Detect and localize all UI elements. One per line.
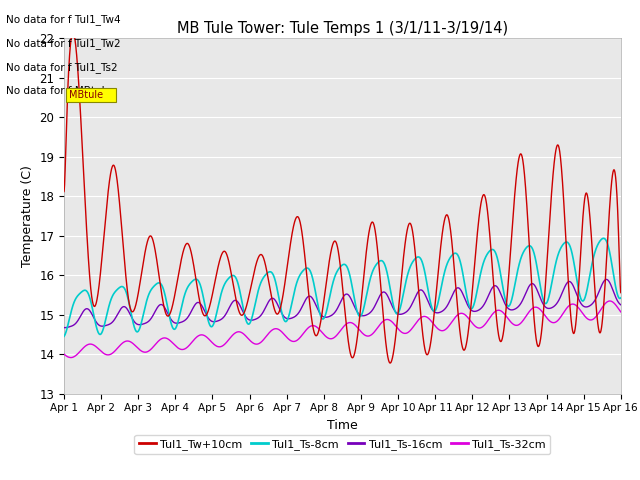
Y-axis label: Temperature (C): Temperature (C) (20, 165, 34, 267)
X-axis label: Time: Time (327, 419, 358, 432)
Text: No data for f Tul1_Ts2: No data for f Tul1_Ts2 (6, 62, 118, 73)
Text: MBtule: MBtule (69, 90, 103, 99)
Text: No data for f Tul1_Tw2: No data for f Tul1_Tw2 (6, 38, 121, 49)
Legend: Tul1_Tw+10cm, Tul1_Ts-8cm, Tul1_Ts-16cm, Tul1_Ts-32cm: Tul1_Tw+10cm, Tul1_Ts-8cm, Tul1_Ts-16cm,… (134, 435, 550, 455)
Title: MB Tule Tower: Tule Temps 1 (3/1/11-3/19/14): MB Tule Tower: Tule Temps 1 (3/1/11-3/19… (177, 21, 508, 36)
Text: No data for f Tul1_Tw4: No data for f Tul1_Tw4 (6, 14, 121, 25)
Text: No data for f MBtule: No data for f MBtule (6, 86, 111, 96)
